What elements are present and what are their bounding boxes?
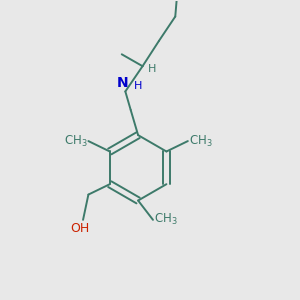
Text: OH: OH [70,222,90,235]
Text: CH$_3$: CH$_3$ [189,134,213,148]
Text: CH$_3$: CH$_3$ [154,212,178,227]
Text: CH$_3$: CH$_3$ [64,134,87,148]
Text: N: N [117,76,129,90]
Text: H: H [148,64,156,74]
Text: H: H [134,81,142,91]
